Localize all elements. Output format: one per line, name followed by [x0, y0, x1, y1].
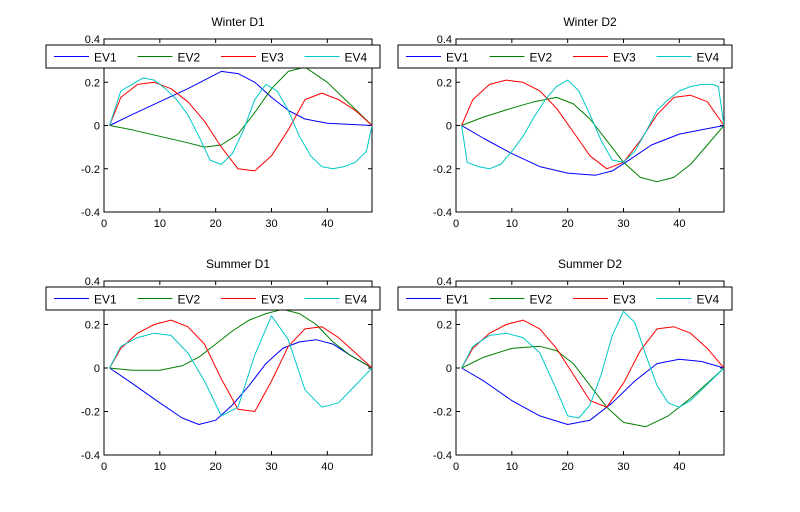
series-line-ev1 [109, 339, 372, 425]
y-tick-label: -0.2 [433, 164, 452, 176]
x-tick-label: 30 [265, 461, 277, 473]
legend-box [45, 286, 381, 311]
series-line-ev1 [461, 125, 724, 176]
legend-label-ev2: EV2 [178, 51, 201, 65]
series-line-ev2 [461, 96, 724, 183]
series-line-ev1 [109, 70, 372, 126]
legend-label-ev3: EV3 [613, 51, 636, 65]
y-tick-label: -0.4 [433, 207, 452, 219]
y-tick-label: -0.4 [433, 450, 452, 462]
x-tick-label: 40 [321, 461, 333, 473]
x-tick-label: 10 [154, 461, 166, 473]
legend-box [397, 286, 733, 311]
legend-label-ev4: EV4 [697, 51, 720, 65]
series-line-ev3 [109, 81, 372, 172]
legend-label-ev3: EV3 [261, 293, 284, 307]
x-tick-label: 20 [210, 461, 222, 473]
x-tick-label: 40 [673, 461, 685, 473]
chart-title: Winter D1 [211, 15, 265, 29]
legend-label-ev2: EV2 [530, 293, 553, 307]
legend-label-ev3: EV3 [261, 51, 284, 65]
series-line-ev2 [109, 308, 372, 371]
series-line-ev4 [461, 79, 724, 170]
x-tick-label: 10 [154, 218, 166, 230]
legend: EV1 EV2 EV3 EV4 [45, 286, 381, 311]
x-tick-label: 10 [506, 461, 518, 473]
series-line-ev3 [461, 79, 724, 170]
chart-title: Winter D2 [563, 15, 617, 29]
x-tick-label: 0 [101, 461, 107, 473]
legend-label-ev2: EV2 [530, 51, 553, 65]
series-line-ev2 [461, 345, 724, 428]
y-tick-label: -0.2 [81, 407, 100, 419]
y-tick-label: 0.2 [85, 77, 100, 89]
y-tick-label: 0.4 [437, 34, 452, 46]
legend-label-ev1: EV1 [94, 293, 117, 307]
y-tick-label: 0 [446, 121, 452, 133]
y-tick-label: 0.4 [85, 276, 100, 288]
y-tick-label: 0.2 [85, 320, 100, 332]
series-line-ev1 [461, 358, 724, 425]
legend-label-ev1: EV1 [446, 51, 469, 65]
x-tick-label: 0 [453, 461, 459, 473]
legend-label-ev1: EV1 [446, 293, 469, 307]
series-line-ev3 [109, 319, 372, 412]
series-line-ev4 [109, 315, 372, 417]
x-tick-label: 20 [210, 218, 222, 230]
legend-label-ev2: EV2 [178, 293, 201, 307]
y-tick-label: 0 [94, 121, 100, 133]
legend: EV1 EV2 EV3 EV4 [45, 44, 381, 69]
x-tick-label: 0 [101, 218, 107, 230]
x-tick-label: 30 [617, 218, 629, 230]
legend-label-ev4: EV4 [345, 293, 368, 307]
x-tick-label: 40 [673, 218, 685, 230]
chart-title: Summer D1 [206, 257, 270, 271]
series-group [109, 308, 372, 425]
legend-box [45, 44, 381, 69]
y-tick-label: -0.2 [433, 407, 452, 419]
x-tick-label: 20 [562, 461, 574, 473]
y-tick-label: 0 [446, 363, 452, 375]
legend: EV1 EV2 EV3 EV4 [397, 44, 733, 69]
y-tick-label: 0.4 [85, 34, 100, 46]
legend-box [397, 44, 733, 69]
chart-title: Summer D2 [558, 257, 622, 271]
legend-label-ev1: EV1 [94, 51, 117, 65]
x-tick-label: 30 [617, 461, 629, 473]
legend-label-ev3: EV3 [613, 293, 636, 307]
y-tick-label: -0.4 [81, 207, 100, 219]
x-tick-label: 40 [321, 218, 333, 230]
legend-label-ev4: EV4 [345, 51, 368, 65]
x-tick-label: 0 [453, 218, 459, 230]
series-line-ev4 [461, 310, 724, 419]
y-tick-label: 0.2 [437, 320, 452, 332]
y-tick-label: 0.2 [437, 77, 452, 89]
x-tick-label: 10 [506, 218, 518, 230]
series-line-ev3 [461, 319, 724, 408]
y-tick-label: 0.4 [437, 276, 452, 288]
series-group [109, 66, 372, 172]
x-tick-label: 20 [562, 218, 574, 230]
x-tick-label: 30 [265, 218, 277, 230]
legend: EV1 EV2 EV3 EV4 [397, 286, 733, 311]
series-group [461, 310, 724, 428]
y-tick-label: -0.2 [81, 164, 100, 176]
series-line-ev4 [109, 77, 372, 170]
series-group [461, 79, 724, 183]
legend-label-ev4: EV4 [697, 293, 720, 307]
y-tick-label: 0 [94, 363, 100, 375]
y-tick-label: -0.4 [81, 450, 100, 462]
